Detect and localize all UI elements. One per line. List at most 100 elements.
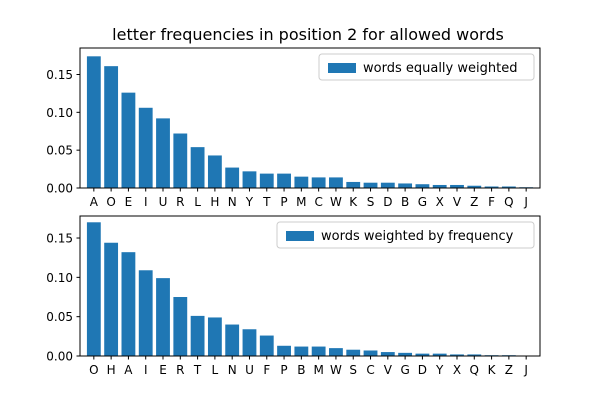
legend-swatch [286, 231, 314, 241]
x-tick-label: S [367, 195, 375, 209]
bar-y [432, 353, 447, 356]
x-tick-label: A [90, 195, 99, 209]
bar-b [294, 346, 309, 356]
x-tick-label: L [212, 363, 219, 377]
x-tick-label: J [523, 195, 528, 209]
x-tick-label: D [418, 363, 427, 377]
x-tick-label: V [453, 195, 462, 209]
x-tick-label: W [330, 363, 342, 377]
bar-c [311, 177, 326, 188]
x-tick-label: L [194, 195, 201, 209]
bar-g [415, 184, 430, 188]
bar-g [398, 352, 413, 356]
x-tick-label: P [280, 195, 287, 209]
bar-d [380, 182, 395, 188]
legend: words equally weighted [318, 53, 535, 81]
bar-h [207, 155, 222, 188]
y-tick-label: 0.05 [46, 310, 73, 324]
bar-x [450, 354, 464, 356]
bar-q [467, 354, 482, 356]
x-tick-label: R [176, 363, 184, 377]
x-tick-label: B [401, 195, 409, 209]
x-tick-label: N [228, 363, 237, 377]
bar-o [86, 222, 101, 356]
bar-a [86, 56, 101, 188]
bar-o [104, 66, 119, 188]
x-tick-label: Q [504, 195, 513, 209]
y-tick-label: 0.15 [46, 68, 73, 82]
x-tick-label: F [263, 363, 270, 377]
bar-f [484, 186, 499, 188]
x-tick-label: O [106, 195, 115, 209]
bar-i [138, 107, 153, 188]
x-tick-label: M [313, 363, 323, 377]
y-tick-label: 0.10 [46, 106, 73, 120]
bar-t [190, 315, 205, 356]
x-tick-label: S [349, 363, 357, 377]
bar-v [450, 184, 464, 188]
x-tick-label: R [176, 195, 184, 209]
x-tick-label: X [453, 363, 461, 377]
x-tick-label: Y [245, 195, 254, 209]
bar-y [242, 171, 257, 188]
x-tick-label: Z [470, 195, 478, 209]
bar-c [363, 350, 378, 356]
bar-r [173, 133, 188, 188]
axes-frame [79, 47, 541, 189]
x-tick-label: E [125, 195, 133, 209]
x-tick-label: U [245, 363, 254, 377]
subplot-bottom: O H A I E R T L N U F P B M W S C V G D Y X Q K Z J 0.00 0.05 0.10 0.… [46, 215, 541, 377]
x-tick-label: U [159, 195, 168, 209]
x-tick-label: C [366, 363, 374, 377]
bar-s [363, 182, 378, 188]
bar-u [156, 118, 170, 188]
x-tick-label: T [262, 195, 271, 209]
x-tick-label: Z [505, 363, 513, 377]
bar-l [190, 147, 205, 188]
axes-frame [79, 215, 541, 357]
legend: words weighted by frequency [276, 221, 535, 249]
x-tick-label: X [436, 195, 444, 209]
x-tick-label: E [159, 363, 167, 377]
x-tick-label: J [523, 363, 528, 377]
bar-p [277, 173, 291, 188]
legend-label: words equally weighted [363, 61, 517, 76]
bar-a [121, 252, 136, 356]
bar-i [138, 270, 153, 356]
x-tick-label: C [314, 195, 322, 209]
bar-w [329, 348, 343, 356]
bar-s [346, 349, 361, 356]
x-tick-label: F [488, 195, 495, 209]
bar-e [156, 278, 170, 356]
bar-e [121, 92, 136, 188]
bar-d [415, 353, 430, 356]
bar-w [329, 177, 343, 188]
x-tick-label: T [193, 363, 202, 377]
bar-b [398, 183, 413, 188]
subplot-top: A O E I U R L H N Y T P M C W K S D B G X V Z F Q J 0.00 0.05 0.10 0.… [46, 47, 541, 209]
y-tick-label: 0.00 [46, 182, 73, 196]
bar-h [104, 242, 119, 356]
x-tick-label: B [297, 363, 305, 377]
x-tick-label: A [124, 363, 133, 377]
bar-x [432, 184, 447, 188]
bar-r [173, 297, 188, 356]
bar-n [225, 324, 240, 356]
x-tick-label: I [144, 363, 148, 377]
y-tick-label: 0.10 [46, 271, 73, 285]
bar-m [311, 346, 326, 356]
x-tick-label: V [384, 363, 393, 377]
legend-label: words weighted by frequency [321, 229, 514, 244]
x-tick-label: O [89, 363, 98, 377]
x-tick-label: H [107, 363, 116, 377]
bar-v [380, 352, 395, 356]
bar-n [225, 167, 240, 188]
x-tick-label: Q [470, 363, 479, 377]
bar-k [346, 181, 361, 188]
bar-u [242, 329, 257, 356]
x-tick-label: M [296, 195, 306, 209]
bar-t [259, 173, 274, 188]
chart-title: letter frequencies in position 2 for all… [112, 25, 504, 44]
bar-q [501, 186, 516, 188]
